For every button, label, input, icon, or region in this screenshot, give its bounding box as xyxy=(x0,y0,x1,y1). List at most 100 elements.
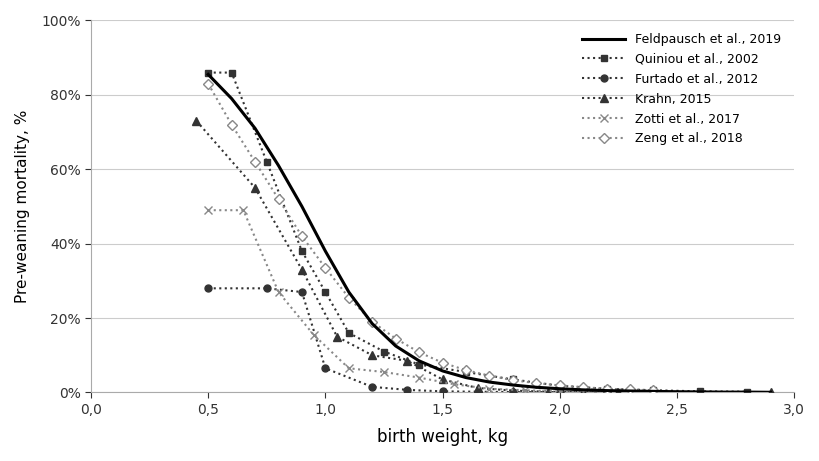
Krahn, 2015 xyxy=(507,388,517,393)
Zeng et al., 2018 xyxy=(343,295,353,301)
Krahn, 2015 xyxy=(765,390,775,395)
Line: Quiniou et al., 2002: Quiniou et al., 2002 xyxy=(205,69,749,395)
Feldpausch et al., 2019 xyxy=(671,389,681,395)
Line: Furtado et al., 2012: Furtado et al., 2012 xyxy=(205,285,609,396)
Quiniou et al., 2002 xyxy=(414,362,423,367)
Line: Feldpausch et al., 2019: Feldpausch et al., 2019 xyxy=(208,74,770,392)
Feldpausch et al., 2019 xyxy=(226,96,236,101)
Quiniou et al., 2002 xyxy=(695,389,704,394)
Line: Zotti et al., 2017: Zotti et al., 2017 xyxy=(204,206,599,396)
Zeng et al., 2018 xyxy=(296,233,306,239)
Krahn, 2015 xyxy=(473,385,482,391)
Zotti et al., 2017 xyxy=(309,332,319,337)
Quiniou et al., 2002 xyxy=(648,388,658,393)
Zeng et al., 2018 xyxy=(554,383,564,388)
Quiniou et al., 2002 xyxy=(226,70,236,75)
Furtado et al., 2012 xyxy=(601,390,611,395)
Krahn, 2015 xyxy=(332,334,342,339)
Zeng et al., 2018 xyxy=(226,122,236,127)
Krahn, 2015 xyxy=(648,390,658,395)
Krahn, 2015 xyxy=(250,185,260,191)
Furtado et al., 2012 xyxy=(320,366,330,371)
Furtado et al., 2012 xyxy=(554,390,564,395)
Feldpausch et al., 2019 xyxy=(274,163,283,168)
Feldpausch et al., 2019 xyxy=(741,390,751,395)
Y-axis label: Pre-weaning mortality, %: Pre-weaning mortality, % xyxy=(15,110,30,303)
Feldpausch et al., 2019 xyxy=(695,389,704,395)
Krahn, 2015 xyxy=(695,390,704,395)
Zotti et al., 2017 xyxy=(449,382,459,387)
Furtado et al., 2012 xyxy=(437,389,447,394)
Feldpausch et al., 2019 xyxy=(343,289,353,295)
Furtado et al., 2012 xyxy=(296,289,306,295)
Krahn, 2015 xyxy=(437,377,447,382)
Krahn, 2015 xyxy=(542,389,552,395)
Feldpausch et al., 2019 xyxy=(296,204,306,209)
Quiniou et al., 2002 xyxy=(343,330,353,336)
Furtado et al., 2012 xyxy=(402,387,412,393)
Krahn, 2015 xyxy=(296,267,306,272)
Zeng et al., 2018 xyxy=(624,387,634,392)
Feldpausch et al., 2019 xyxy=(765,390,775,395)
Quiniou et al., 2002 xyxy=(460,369,470,375)
Quiniou et al., 2002 xyxy=(320,289,330,295)
Zotti et al., 2017 xyxy=(378,369,388,375)
Feldpausch et al., 2019 xyxy=(507,382,517,388)
Zotti et al., 2017 xyxy=(414,375,423,380)
Quiniou et al., 2002 xyxy=(741,389,751,395)
Zotti et al., 2017 xyxy=(519,388,529,393)
Furtado et al., 2012 xyxy=(203,285,213,291)
Feldpausch et al., 2019 xyxy=(718,390,728,395)
Line: Zeng et al., 2018: Zeng et al., 2018 xyxy=(205,80,656,394)
Feldpausch et al., 2019 xyxy=(437,368,447,374)
Zeng et al., 2018 xyxy=(274,196,283,202)
Zeng et al., 2018 xyxy=(203,81,213,87)
Zeng et al., 2018 xyxy=(414,349,423,355)
Line: Krahn, 2015: Krahn, 2015 xyxy=(192,117,774,396)
Feldpausch et al., 2019 xyxy=(577,387,587,393)
Zeng et al., 2018 xyxy=(437,360,447,366)
Zotti et al., 2017 xyxy=(203,207,213,213)
Feldpausch et al., 2019 xyxy=(484,379,494,385)
Feldpausch et al., 2019 xyxy=(414,358,423,364)
Krahn, 2015 xyxy=(402,358,412,364)
Furtado et al., 2012 xyxy=(367,384,377,390)
Zeng et al., 2018 xyxy=(391,336,400,341)
Feldpausch et al., 2019 xyxy=(391,343,400,349)
Feldpausch et al., 2019 xyxy=(648,389,658,394)
Zeng et al., 2018 xyxy=(601,386,611,391)
Quiniou et al., 2002 xyxy=(507,377,517,382)
Feldpausch et al., 2019 xyxy=(601,388,611,393)
Zeng et al., 2018 xyxy=(320,265,330,271)
X-axis label: birth weight, kg: birth weight, kg xyxy=(377,428,508,446)
Quiniou et al., 2002 xyxy=(261,159,271,165)
Krahn, 2015 xyxy=(367,353,377,358)
Zeng et al., 2018 xyxy=(250,159,260,165)
Zotti et al., 2017 xyxy=(554,389,564,394)
Quiniou et al., 2002 xyxy=(203,70,213,75)
Quiniou et al., 2002 xyxy=(378,349,388,355)
Krahn, 2015 xyxy=(192,118,201,124)
Zeng et al., 2018 xyxy=(460,367,470,373)
Furtado et al., 2012 xyxy=(473,389,482,395)
Feldpausch et al., 2019 xyxy=(250,125,260,131)
Krahn, 2015 xyxy=(613,390,622,395)
Zotti et al., 2017 xyxy=(589,390,599,395)
Furtado et al., 2012 xyxy=(261,285,271,291)
Zotti et al., 2017 xyxy=(484,386,494,391)
Zeng et al., 2018 xyxy=(648,388,658,393)
Legend: Feldpausch et al., 2019, Quiniou et al., 2002, Furtado et al., 2012, Krahn, 2015: Feldpausch et al., 2019, Quiniou et al.,… xyxy=(575,27,787,152)
Zotti et al., 2017 xyxy=(343,366,353,371)
Zeng et al., 2018 xyxy=(531,380,541,386)
Feldpausch et al., 2019 xyxy=(624,388,634,394)
Feldpausch et al., 2019 xyxy=(460,375,470,380)
Zeng et al., 2018 xyxy=(367,319,377,325)
Feldpausch et al., 2019 xyxy=(531,384,541,390)
Quiniou et al., 2002 xyxy=(296,248,306,254)
Zotti et al., 2017 xyxy=(274,289,283,295)
Quiniou et al., 2002 xyxy=(554,383,564,389)
Krahn, 2015 xyxy=(577,390,587,395)
Zeng et al., 2018 xyxy=(577,384,587,390)
Feldpausch et al., 2019 xyxy=(320,248,330,254)
Quiniou et al., 2002 xyxy=(601,386,611,391)
